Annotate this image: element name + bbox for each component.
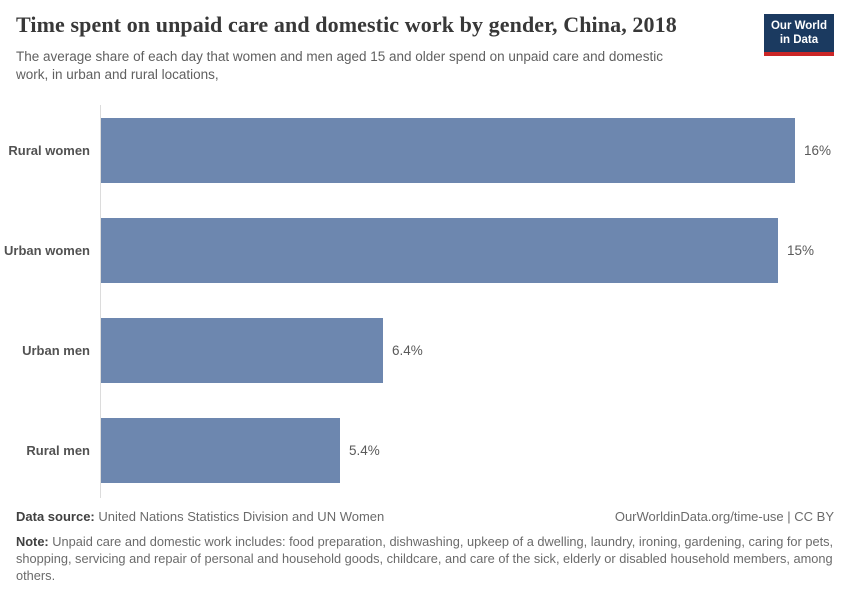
bar-rural-women[interactable] xyxy=(101,117,795,183)
bar-chart: Rural women 16% Urban women 15% Urban men 6.4… xyxy=(0,100,850,500)
category-label: Urban men xyxy=(22,342,90,358)
data-source-text: United Nations Statistics Division and U… xyxy=(98,509,385,524)
bar-row: Urban men 6.4% xyxy=(0,300,850,400)
category-label: Rural men xyxy=(26,442,90,458)
note-label: Note: xyxy=(16,534,49,549)
value-label: 6.4% xyxy=(392,342,423,358)
category-label: Rural women xyxy=(8,142,90,158)
owid-logo-line1: Our World xyxy=(770,20,827,32)
bar-row: Rural men 5.4% xyxy=(0,400,850,500)
data-source-label: Data source: xyxy=(16,509,95,524)
bar-urban-men[interactable] xyxy=(101,317,383,383)
owid-logo[interactable]: Our World in Data xyxy=(763,14,834,56)
bar-rural-men[interactable] xyxy=(101,417,340,483)
value-label: 15% xyxy=(787,242,815,258)
chart-note: Note: Unpaid care and domestic work incl… xyxy=(16,533,834,584)
bar-row: Rural women 16% xyxy=(0,100,850,200)
y-axis-line xyxy=(100,105,101,498)
bar-plot-area: Rural women 16% Urban women 15% Urban men 6.4… xyxy=(0,100,850,500)
note-text: Unpaid care and domestic work includes: … xyxy=(16,534,834,584)
data-source: Data source: United Nations Statistics D… xyxy=(16,509,384,524)
bar-area: 16% xyxy=(101,117,850,183)
bar-urban-women[interactable] xyxy=(101,217,778,283)
category-label: Urban women xyxy=(4,242,90,258)
bar-area: 5.4% xyxy=(101,417,850,483)
bar-area: 6.4% xyxy=(101,317,850,383)
chart-title: Time spent on unpaid care and domestic w… xyxy=(16,12,677,37)
chart-footer: Data source: United Nations Statistics D… xyxy=(16,509,834,584)
chart-subtitle: The average share of each day that women… xyxy=(16,49,663,83)
source-row: Data source: United Nations Statistics D… xyxy=(16,509,834,524)
owid-logo-line2: in Data xyxy=(779,33,819,46)
bar-row: Urban women 15% xyxy=(0,200,850,300)
chart-header: Time spent on unpaid care and domestic w… xyxy=(16,12,834,84)
attribution-link[interactable]: OurWorldinData.org/time-use | CC BY xyxy=(614,509,834,524)
value-label: 16% xyxy=(804,142,832,158)
value-label: 5.4% xyxy=(349,442,380,458)
bar-area: 15% xyxy=(101,217,850,283)
